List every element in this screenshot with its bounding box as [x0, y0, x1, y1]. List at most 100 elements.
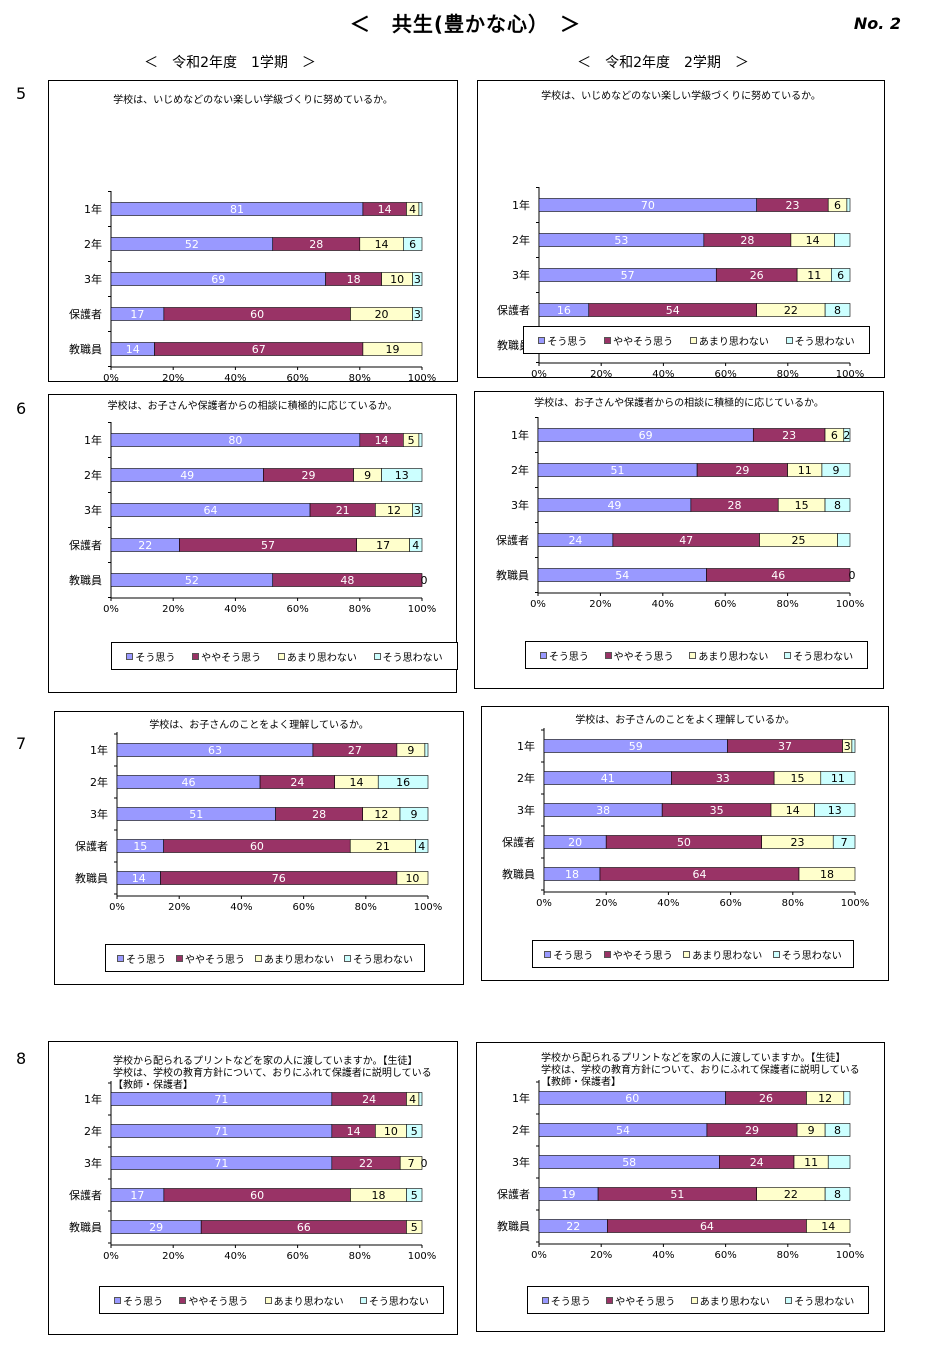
data-label: 49 [607, 499, 621, 512]
category-label: 教職員 [496, 569, 529, 582]
data-label: 17 [376, 539, 390, 552]
bar-segment [406, 1188, 423, 1202]
category-label: 教職員 [69, 1221, 102, 1234]
data-label: 16 [557, 304, 571, 317]
legend-swatch [277, 652, 285, 660]
data-label: 6 [837, 269, 844, 282]
legend-label: そう思う [547, 336, 588, 348]
bar-segment [412, 503, 423, 517]
category-label: 2年 [512, 1123, 530, 1137]
legend-item: ややそう思う [604, 648, 674, 663]
x-tick-label: 100% [836, 1250, 865, 1261]
legend-label: そう思う [550, 1296, 591, 1308]
bar-segment [824, 1187, 851, 1201]
x-tick-label: 40% [224, 604, 246, 615]
chart-title: 学校は、いじめなどのない楽しい学級づくりに努めているか。 [478, 91, 884, 103]
legend-label: そう思わない [794, 336, 855, 348]
bar-segment [399, 807, 429, 821]
bar-segment [418, 202, 423, 216]
data-label: 2 [843, 429, 850, 442]
data-label: 4 [409, 1093, 416, 1106]
legend-swatch [683, 950, 691, 958]
chart-legend: そう思う ややそう思う あまり思わない そう思わない [99, 1286, 444, 1314]
data-label: 16 [396, 776, 410, 789]
bar-segment [814, 803, 856, 817]
data-label: 50 [677, 836, 691, 849]
data-label: 58 [622, 1156, 636, 1169]
data-label: 27 [348, 744, 362, 757]
legend-item: そう思う [539, 648, 589, 663]
data-label: 29 [735, 464, 749, 477]
column-heading-term2: ＜ 令和2年度 2学期 ＞ [577, 55, 749, 71]
data-label: 22 [784, 1188, 798, 1201]
category-label: 2年 [84, 237, 102, 251]
data-label: 64 [204, 504, 218, 517]
data-label: 9 [808, 1124, 815, 1137]
data-label: 66 [297, 1221, 311, 1234]
x-tick-label: 20% [162, 1251, 184, 1262]
data-label: 24 [568, 534, 582, 547]
x-tick-label: 0% [536, 898, 552, 909]
data-label: 0 [849, 569, 856, 582]
chart-panel-q5-term1: 学校は、いじめなどのない楽しい学級づくりに努めているか。 0% 20% 40% 60% 8… [48, 80, 458, 434]
x-tick-label: 80% [355, 902, 377, 913]
column-heading-term1: ＜ 令和2年度 1学期 ＞ [144, 55, 316, 71]
data-label: 28 [309, 238, 323, 251]
legend-swatch [359, 1296, 367, 1304]
category-label: 3年 [512, 1155, 530, 1169]
data-label: 17 [130, 308, 144, 321]
data-label: 64 [693, 868, 707, 881]
chart-title-line: 【教師・保護者】 [113, 1080, 193, 1091]
data-label: 70 [641, 199, 655, 212]
data-label: 81 [230, 203, 244, 216]
legend-swatch [264, 1296, 272, 1304]
data-label: 26 [750, 269, 764, 282]
data-label: 23 [782, 429, 796, 442]
category-label: 1年 [512, 198, 530, 212]
bar-segment [406, 1220, 423, 1234]
data-label: 29 [301, 469, 315, 482]
x-tick-label: 80% [349, 373, 371, 383]
legend-item: そう思う [126, 649, 175, 664]
data-label: 14 [378, 203, 392, 216]
legend-swatch [373, 652, 381, 660]
legend-item: あまり思わない [255, 951, 334, 966]
bar-segment [834, 233, 851, 247]
data-label: 60 [250, 1189, 264, 1202]
data-label: 60 [250, 308, 264, 321]
legend-item: そう思わない [344, 951, 413, 966]
bar-segment [406, 1124, 423, 1138]
chart-panel-q7-term2: 学校は、お子さんのことをよく理解しているか。 0% 20% 40% 60% 80% 100%… [481, 706, 889, 981]
x-tick-label: 80% [349, 1251, 371, 1262]
x-tick-label: 60% [714, 369, 736, 379]
x-tick-label: 60% [719, 898, 741, 909]
category-label: 1年 [517, 739, 535, 753]
bar-segment [418, 433, 423, 447]
data-label: 24 [362, 1093, 376, 1106]
legend-item: そう思わない [359, 1293, 429, 1308]
data-label: 57 [621, 269, 635, 282]
chart-legend: そう思う ややそう思う あまり思わない そう思わない [523, 326, 870, 354]
x-tick-label: 60% [286, 1251, 308, 1262]
data-label: 8 [834, 1188, 841, 1201]
question-number-6: 6 [16, 399, 27, 418]
legend-swatch [604, 336, 612, 344]
data-label: 25 [792, 534, 806, 547]
data-label: 22 [138, 539, 152, 552]
data-label: 80 [228, 434, 242, 447]
data-label: 71 [214, 1093, 228, 1106]
chart-legend: そう思う ややそう思う あまり思わない そう思わない [105, 944, 425, 972]
chart-legend: そう思う ややそう思う あまり思わない そう思わない [111, 642, 458, 670]
chart-title-line: 学校は、お子さんや保護者からの相談に積極的に応じているか。 [107, 401, 398, 412]
data-label: 5 [411, 1189, 418, 1202]
category-label: 1年 [90, 743, 108, 757]
legend-swatch [538, 336, 546, 344]
chart-plot: 0% 20% 40% 60% 80% 100% 1年 59 37 3 2年 41 33 15 11 3年 38 3… [502, 728, 869, 909]
legend-item: あまり思わない [264, 1293, 344, 1308]
bar-segment [409, 538, 423, 552]
x-tick-label: 100% [408, 1251, 437, 1262]
x-tick-label: 0% [103, 373, 119, 383]
data-label: 54 [666, 304, 680, 317]
category-label: 教職員 [75, 872, 108, 885]
chart-title: 学校は、お子さんや保護者からの相談に積極的に応じているか。 [49, 401, 456, 413]
